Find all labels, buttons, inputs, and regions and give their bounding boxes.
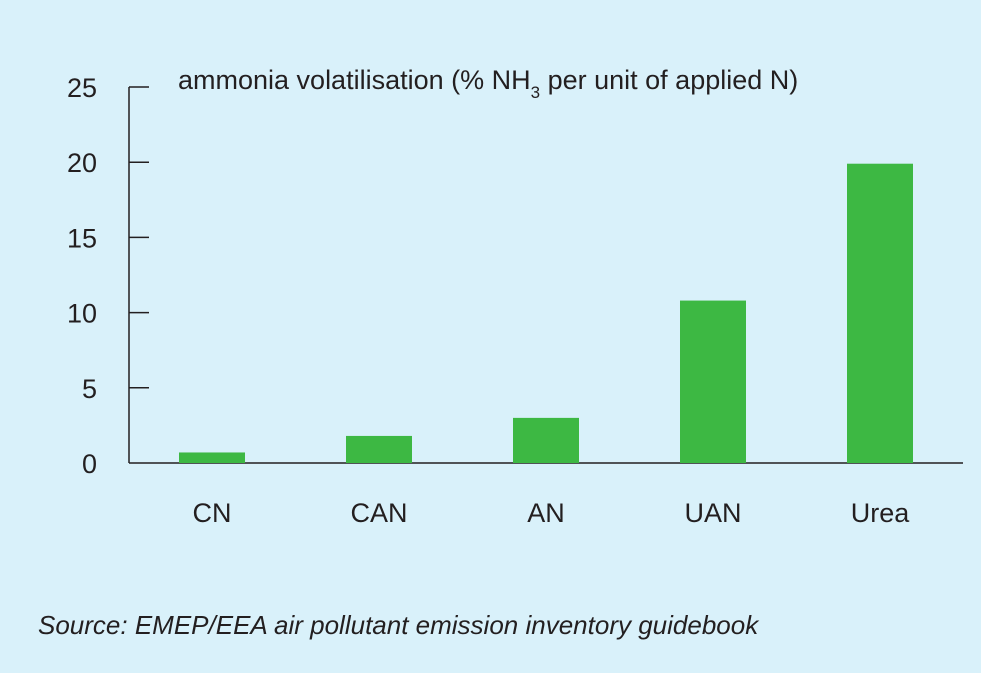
x-tick-label: CN: [193, 498, 232, 528]
x-tick-label: Urea: [851, 498, 911, 528]
bar-an: [513, 417, 579, 463]
y-axis-title-main: ammonia volatilisation (% NH: [178, 65, 531, 95]
bar-cn: [179, 452, 245, 463]
bar-urea: [847, 163, 913, 464]
y-tick-label: 10: [67, 299, 97, 329]
bar-uan: [680, 300, 746, 463]
y-tick-label: 0: [82, 449, 97, 479]
y-axis-title-subscript: 3: [531, 83, 540, 102]
y-ticks: 0 5 10 15 20 25: [67, 73, 149, 479]
y-tick-label: 20: [67, 148, 97, 178]
x-tick-label: UAN: [684, 498, 741, 528]
source-note: Source: EMEP/EEA air pollutant emission …: [38, 610, 759, 640]
bars: [179, 163, 913, 464]
x-tick-label: AN: [527, 498, 565, 528]
x-tick-labels: CN CAN AN UAN Urea: [193, 498, 911, 528]
bar-can: [346, 435, 412, 463]
y-tick-label: 5: [82, 374, 97, 404]
y-tick-label: 25: [67, 73, 97, 103]
x-tick-label: CAN: [350, 498, 407, 528]
y-axis-title-rest: per unit of applied N): [540, 65, 798, 95]
y-axis-title: ammonia volatilisation (% NH3 per unit o…: [178, 65, 798, 102]
y-tick-label: 15: [67, 223, 97, 253]
axes: [128, 87, 963, 464]
